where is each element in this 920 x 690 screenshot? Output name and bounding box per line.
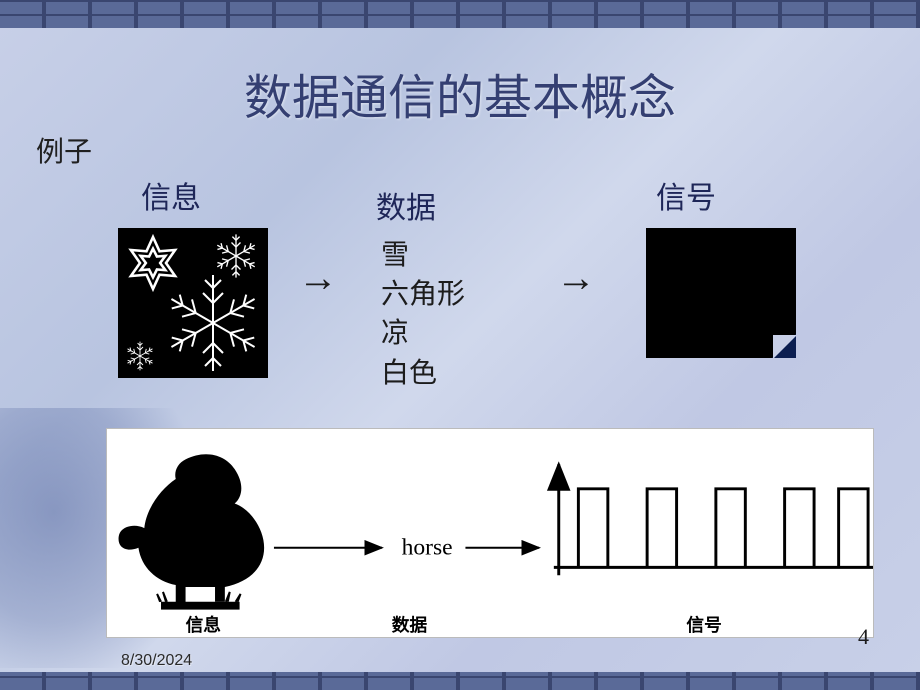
column-label-signal: 信号 [656,173,716,217]
caption-info: 信息 [186,614,222,635]
data-word: 白色 [381,354,465,393]
column-label-info: 信息 [141,173,201,217]
signal-card-icon [646,228,796,358]
arrow-info-to-data: → [298,258,338,298]
border-top [0,0,920,28]
slide-title: 数据通信的基本概念 [6,58,914,128]
caption-data: 数据 [392,614,428,635]
snowflake-image [118,228,268,378]
data-description-list: 雪 六角形 凉 白色 [381,236,465,393]
column-label-data: 数据 [376,183,436,227]
footer-date: 8/30/2024 [121,652,192,670]
border-bottom [0,672,920,690]
arrow-data-to-signal: → [556,258,596,298]
data-word: 六角形 [381,275,465,314]
data-word: 凉 [381,314,465,353]
data-word: 雪 [381,236,465,275]
slide-body: 数据通信的基本概念 例子 信息 数据 信号 [6,28,914,672]
caption-signal: 信号 [686,614,721,635]
horse-word: horse [402,535,453,561]
bottom-diagram: 信息 horse 数据 信号 [106,428,874,638]
subtitle-example: 例子 [36,130,92,170]
page-number: 4 [858,624,869,650]
